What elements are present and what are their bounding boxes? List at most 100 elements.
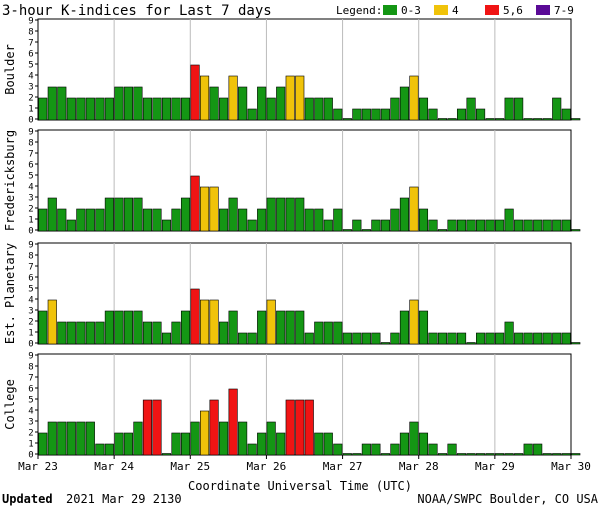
k-index-bar — [133, 197, 143, 232]
legend-swatch-0-3 — [383, 5, 397, 15]
k-index-bar — [66, 321, 76, 345]
k-index-bar — [456, 453, 467, 456]
source-credit: NOAA/SWPC Boulder, CO USA — [417, 492, 598, 506]
k-index-bar — [342, 332, 352, 345]
k-index-bar — [171, 321, 181, 345]
k-index-bar — [495, 118, 505, 121]
k-index-bar — [161, 453, 172, 456]
y-tick-label: 5 — [28, 285, 33, 295]
k-index-bar — [352, 453, 362, 456]
k-index-bar — [495, 453, 505, 456]
k-index-bar — [437, 229, 448, 232]
k-index-bar — [314, 432, 324, 456]
k-index-bar — [95, 97, 105, 121]
k-index-bar — [314, 208, 324, 232]
legend: Legend: 0-3 4 5,6 7-9 — [336, 4, 574, 17]
k-index-bar — [228, 197, 238, 232]
k-index-bar — [561, 108, 571, 121]
legend-item-label: 0-3 — [401, 4, 421, 17]
k-index-bar — [466, 97, 476, 121]
k-index-bar — [123, 197, 133, 232]
k-index-bar — [504, 208, 514, 232]
k-index-bar — [304, 97, 314, 121]
k-index-bar — [266, 421, 276, 456]
k-index-bar — [247, 108, 257, 121]
k-index-bar — [266, 197, 276, 232]
k-index-bar — [361, 443, 371, 456]
k-index-bar — [561, 219, 571, 232]
k-index-bar — [456, 108, 467, 121]
legend-label: Legend: — [336, 4, 382, 17]
y-tick-label: 0 — [28, 340, 33, 350]
k-index-bar — [238, 208, 248, 232]
k-index-bar — [66, 97, 76, 121]
k-index-bar — [380, 453, 390, 456]
k-index-bar — [533, 443, 543, 456]
y-tick-label: 7 — [28, 374, 33, 384]
y-tick-label: 8 — [28, 28, 33, 38]
k-index-bar — [123, 86, 133, 121]
k-index-bar — [276, 432, 286, 456]
k-index-bar — [95, 443, 105, 456]
y-tick-label: 5 — [28, 61, 33, 71]
y-tick-label: 9 — [28, 128, 33, 138]
k-index-bar — [180, 97, 191, 121]
y-tick-label: 7 — [28, 39, 33, 49]
k-index-bar — [514, 219, 524, 232]
k-index-bar — [114, 197, 124, 232]
k-index-bar — [447, 443, 457, 456]
k-index-bar — [476, 219, 486, 232]
k-index-bar — [456, 219, 467, 232]
k-index-bar — [342, 229, 352, 232]
k-index-bar — [409, 299, 419, 345]
k-index-bar — [190, 288, 200, 345]
k-index-bar — [76, 421, 86, 456]
k-index-bar — [333, 108, 343, 121]
k-index-bar — [114, 432, 124, 456]
y-tick-label: 1 — [28, 329, 33, 339]
k-index-bar — [304, 332, 314, 345]
k-index-bar — [104, 310, 114, 345]
k-index-bar — [314, 321, 324, 345]
y-tick-label: 2 — [28, 318, 33, 328]
k-index-bar — [276, 310, 286, 345]
k-index-bar — [523, 118, 533, 121]
k-index-bar — [247, 443, 257, 456]
k-index-bar — [504, 97, 514, 121]
k-index-bar — [447, 118, 457, 121]
k-index-bar — [142, 97, 153, 121]
y-tick-label: 8 — [28, 252, 33, 262]
k-index-bar — [95, 321, 105, 345]
k-index-bar — [104, 443, 114, 456]
y-tick-label: 1 — [28, 105, 33, 115]
k-index-bar — [200, 186, 210, 232]
k-index-bar — [476, 453, 486, 456]
y-tick-label: 9 — [28, 352, 33, 362]
k-index-bar — [447, 219, 457, 232]
k-index-bar — [485, 219, 495, 232]
k-index-bar — [418, 432, 429, 456]
panel-station-label: Fredericksburg — [3, 130, 17, 231]
k-index-bar — [209, 86, 219, 121]
chart-title: 3-hour K-indices for Last 7 days — [2, 3, 272, 19]
k-index-bar — [276, 197, 286, 232]
legend-swatch-4 — [434, 5, 448, 15]
y-tick-label: 6 — [28, 274, 33, 284]
k-index-bar — [552, 332, 562, 345]
y-tick-label: 0 — [28, 227, 33, 237]
y-tick-label: 7 — [28, 150, 33, 160]
k-index-bar — [361, 332, 371, 345]
x-axis: Mar 23 Mar 24 Mar 25 Mar 26 Mar 27 Mar 28 Mar … — [18, 455, 591, 473]
k-index-bar — [390, 97, 400, 121]
k-index-bar — [304, 399, 314, 456]
k-index-bar — [152, 97, 162, 121]
y-tick-label: 6 — [28, 385, 33, 395]
k-index-bar — [561, 332, 571, 345]
y-tick-label: 4 — [28, 72, 33, 82]
k-index-bar — [152, 208, 162, 232]
k-index-bar — [152, 399, 162, 456]
k-index-bar — [380, 219, 390, 232]
k-index-bar — [266, 299, 276, 345]
